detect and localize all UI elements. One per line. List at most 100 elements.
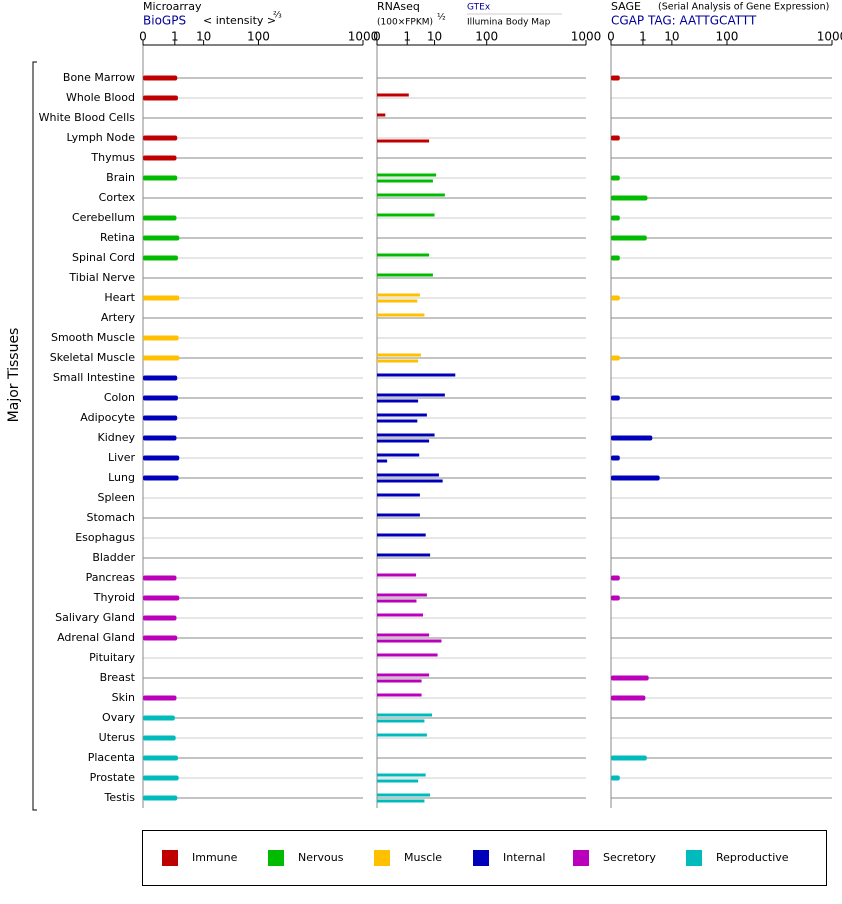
bar — [377, 313, 425, 317]
bar — [143, 415, 178, 421]
category-label: Spleen — [97, 491, 135, 504]
bar — [377, 213, 435, 217]
bar — [143, 335, 179, 341]
bar — [377, 373, 456, 377]
panel-title: RNAseq — [377, 0, 420, 13]
bar — [377, 413, 427, 417]
category-label: Pituitary — [89, 651, 135, 664]
bar — [143, 95, 178, 101]
bar — [377, 793, 431, 797]
bar — [377, 393, 445, 397]
panel-title: Microarray — [143, 0, 202, 13]
bar — [377, 439, 430, 443]
category-label: Breast — [100, 671, 136, 684]
category-label: Ovary — [102, 711, 135, 724]
category-label: Cortex — [99, 191, 136, 204]
bar — [611, 575, 620, 581]
legend-label: Muscle — [404, 851, 442, 864]
panel-unit: < intensity > — [203, 14, 276, 27]
legend-swatch — [686, 850, 702, 866]
x-tick-label: 10 — [196, 30, 211, 44]
x-tick-label: 0 — [607, 30, 615, 44]
legend-swatch — [374, 850, 390, 866]
x-tick-label: 1 — [639, 30, 647, 44]
legend-label: Nervous — [298, 851, 344, 864]
panel-subtitle: CGAP TAG: AATTGCATTT — [611, 14, 757, 28]
bar — [143, 255, 178, 261]
bar — [143, 775, 179, 781]
bar — [143, 635, 178, 641]
bar — [377, 553, 431, 557]
bar — [377, 673, 430, 677]
bar — [611, 235, 647, 241]
bar — [377, 113, 386, 117]
bar — [143, 295, 180, 301]
bar — [377, 633, 430, 637]
bar — [377, 359, 419, 363]
bar — [611, 435, 653, 441]
category-label: White Blood Cells — [39, 111, 136, 124]
legend-box — [142, 830, 827, 886]
x-tick-label: 1000 — [817, 30, 842, 44]
category-label: Bladder — [92, 551, 135, 564]
category-label: Adrenal Gland — [57, 631, 135, 644]
x-tick-label: 0 — [373, 30, 381, 44]
category-label: Smooth Muscle — [51, 331, 135, 344]
bar — [611, 675, 649, 681]
category-label: Small Intestine — [53, 371, 135, 384]
bar — [611, 175, 620, 181]
category-label: Thyroid — [93, 591, 135, 604]
bar — [377, 653, 438, 657]
legend-swatch — [268, 850, 284, 866]
bar — [377, 693, 422, 697]
bar — [377, 433, 435, 437]
panel-note: (Serial Analysis of Gene Expression) — [658, 2, 829, 13]
bar — [143, 75, 178, 81]
category-label: Esophagus — [75, 531, 135, 544]
y-axis-label: Major Tissues — [6, 328, 22, 423]
legend-label: Immune — [192, 851, 238, 864]
bar — [377, 453, 420, 457]
bar — [611, 355, 620, 361]
bar — [377, 459, 388, 463]
category-label: Heart — [104, 291, 135, 304]
legend-label: Secretory — [603, 851, 656, 864]
legend-swatch — [473, 850, 489, 866]
bar — [377, 599, 417, 603]
bar — [377, 179, 433, 183]
legend-swatch — [162, 850, 178, 866]
category-label: Bone Marrow — [63, 71, 135, 84]
bar — [377, 679, 422, 683]
x-tick-label: 1000 — [348, 30, 379, 44]
category-label: Stomach — [86, 511, 135, 524]
bar — [611, 215, 620, 221]
bar — [377, 613, 424, 617]
category-label: Spinal Cord — [72, 251, 135, 264]
category-label: Uterus — [99, 731, 136, 744]
bar — [143, 455, 180, 461]
series-label: GTEx — [467, 3, 491, 13]
bar — [377, 513, 420, 517]
bar — [143, 215, 177, 221]
bar — [377, 473, 439, 477]
bar — [143, 715, 175, 721]
bar — [143, 695, 177, 701]
x-tick-label: 0 — [139, 30, 147, 44]
panel-unit-power: ⅔ — [273, 11, 282, 21]
bar — [377, 713, 433, 717]
bar — [143, 135, 178, 141]
bar — [143, 355, 180, 361]
category-label: Testis — [104, 791, 136, 804]
bar — [377, 533, 426, 537]
bar — [611, 295, 620, 301]
category-label: Skeletal Muscle — [50, 351, 135, 364]
legend-swatch — [573, 850, 589, 866]
bar — [143, 375, 178, 381]
bar — [377, 773, 426, 777]
x-tick-label: 1 — [171, 30, 179, 44]
category-label: Prostate — [90, 771, 136, 784]
bar — [377, 253, 430, 257]
bar — [377, 493, 420, 497]
bar — [377, 573, 417, 577]
